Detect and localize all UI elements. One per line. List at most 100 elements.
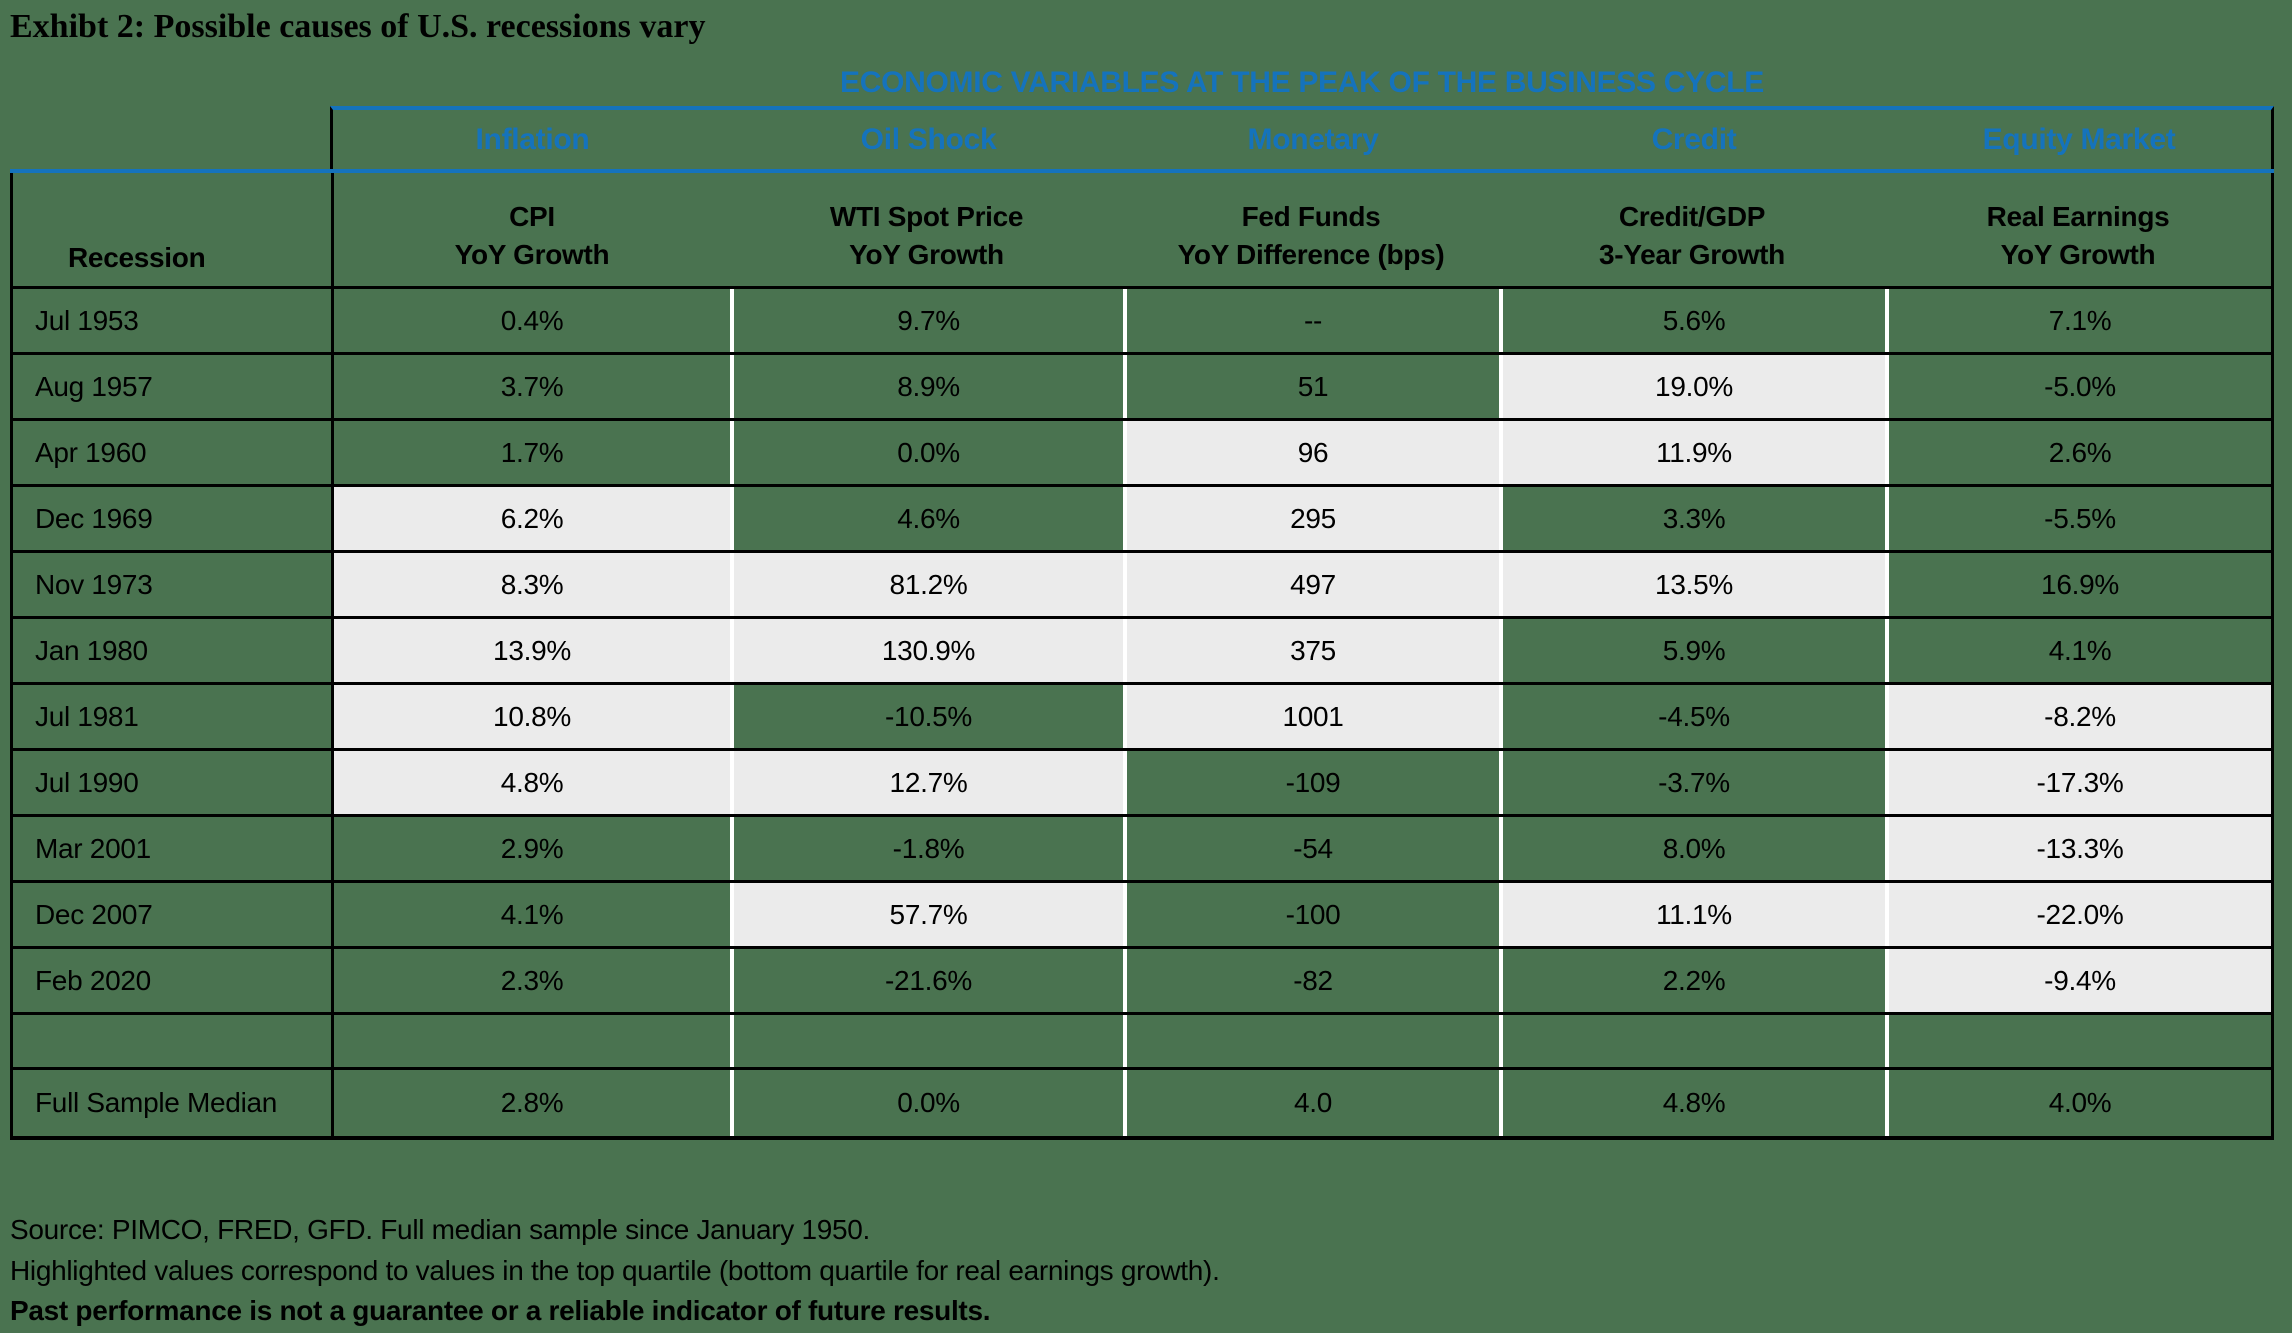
table-row: Jan 1980 13.9% 130.9% 375 5.9% 4.1%: [10, 619, 2274, 685]
table-cell: -17.3%: [1885, 751, 2271, 814]
row-label: Jul 1953: [35, 304, 139, 336]
row-label: Feb 2020: [35, 964, 151, 996]
table-cell: 3.3%: [1499, 487, 1885, 550]
table-cell: -5.0%: [1885, 355, 2271, 418]
table-cell: 0.0%: [730, 421, 1123, 484]
category-row-spacer: [10, 106, 330, 169]
row-label: Mar 2001: [35, 832, 151, 864]
column-subheader-credit-gdp: Credit/GDP 3-Year Growth: [1499, 173, 1885, 286]
table-cell: 5.9%: [1499, 619, 1885, 682]
table-cell: 12.7%: [730, 751, 1123, 814]
table-cell: 8.9%: [730, 355, 1123, 418]
table-cell: 11.9%: [1499, 421, 1885, 484]
subheader-line-top: Real Earnings: [1986, 201, 2170, 233]
table-cell: -4.5%: [1499, 685, 1885, 748]
subheader-line-bottom: 3-Year Growth: [1599, 239, 1785, 271]
subheader-line-top: Fed Funds: [1241, 201, 1381, 233]
column-subheader-real-earnings: Real Earnings YoY Growth: [1885, 173, 2271, 286]
table-cell: 57.7%: [730, 883, 1123, 946]
row-label: Dec 1969: [35, 502, 153, 534]
median-cell: 4.0%: [1885, 1070, 2271, 1136]
table-cell: 0.4%: [331, 289, 730, 352]
table-row: Nov 1973 8.3% 81.2% 497 13.5% 16.9%: [10, 553, 2274, 619]
table-cell: 4.8%: [331, 751, 730, 814]
footnote-disclaimer: Past performance is not a guarantee or a…: [10, 1295, 991, 1327]
table-cell: --: [1123, 289, 1499, 352]
table-cell: -109: [1123, 751, 1499, 814]
row-label: Nov 1973: [35, 568, 153, 600]
table-cell: 5.6%: [1499, 289, 1885, 352]
row-label: Aug 1957: [35, 370, 153, 402]
table-cell: -54: [1123, 817, 1499, 880]
column-subheader-fed-funds: Fed Funds YoY Difference (bps): [1123, 173, 1499, 286]
category-label-inflation: Inflation: [475, 122, 590, 156]
table-cell: 51: [1123, 355, 1499, 418]
category-label-monetary: Monetary: [1247, 122, 1379, 156]
table-cell: 2.2%: [1499, 949, 1885, 1012]
category-labels: Inflation Oil Shock Monetary Credit Equi…: [330, 106, 2274, 169]
table-cell: 4.1%: [1885, 619, 2271, 682]
table-cell: 96: [1123, 421, 1499, 484]
row-label: Dec 2007: [35, 898, 153, 930]
column-subheader-wti: WTI Spot Price YoY Growth: [730, 173, 1123, 286]
subheader-line-top: Credit/GDP: [1618, 201, 1766, 233]
median-cell: 4.0: [1123, 1070, 1499, 1136]
blank-cell: [1885, 1015, 2271, 1067]
table-cell: 4.1%: [331, 883, 730, 946]
category-label-equity-market: Equity Market: [1982, 122, 2176, 156]
blank-cell: [730, 1015, 1123, 1067]
subheader-line-bottom: YoY Growth: [2000, 239, 2156, 271]
table-cell: 1.7%: [331, 421, 730, 484]
table-cell: -100: [1123, 883, 1499, 946]
table-cell: 1001: [1123, 685, 1499, 748]
table-cell: 8.0%: [1499, 817, 1885, 880]
row-label: Apr 1960: [35, 436, 147, 468]
blank-cell: [331, 1015, 730, 1067]
table-row: Aug 1957 3.7% 8.9% 51 19.0% -5.0%: [10, 355, 2274, 421]
column-subheader-cpi: CPI YoY Growth: [331, 173, 730, 286]
table-cell: -22.0%: [1885, 883, 2271, 946]
subheader-line-bottom: YoY Growth: [849, 239, 1004, 271]
blank-row: [10, 1015, 2274, 1070]
category-header-row: Inflation Oil Shock Monetary Credit Equi…: [10, 106, 2274, 173]
table-cell: 9.7%: [730, 289, 1123, 352]
row-label: Jul 1990: [35, 766, 139, 798]
table-cell: 2.6%: [1885, 421, 2271, 484]
recessions-table: Inflation Oil Shock Monetary Credit Equi…: [10, 106, 2274, 1140]
blank-cell: [1499, 1015, 1885, 1067]
table-row: Mar 2001 2.9% -1.8% -54 8.0% -13.3%: [10, 817, 2274, 883]
median-row: Full Sample Median 2.8% 0.0% 4.0 4.8% 4.…: [10, 1070, 2274, 1140]
table-row: Dec 2007 4.1% 57.7% -100 11.1% -22.0%: [10, 883, 2274, 949]
table-row: Apr 1960 1.7% 0.0% 96 11.9% 2.6%: [10, 421, 2274, 487]
blank-cell: [13, 1015, 331, 1067]
table-row: Feb 2020 2.3% -21.6% -82 2.2% -9.4%: [10, 949, 2274, 1015]
category-label-credit: Credit: [1651, 122, 1737, 156]
table-cell: 3.7%: [331, 355, 730, 418]
subheader-line-bottom: YoY Difference (bps): [1177, 239, 1445, 271]
banner-title: ECONOMIC VARIABLES AT THE PEAK OF THE BU…: [840, 66, 1764, 99]
footnotes: Source: PIMCO, FRED, GFD. Full median sa…: [10, 1210, 2292, 1332]
row-label: Jul 1981: [35, 700, 139, 732]
median-cell: 4.8%: [1499, 1070, 1885, 1136]
table-cell: 295: [1123, 487, 1499, 550]
table-cell: 2.9%: [331, 817, 730, 880]
table-cell: 7.1%: [1885, 289, 2271, 352]
table-cell: 19.0%: [1499, 355, 1885, 418]
table-cell: 16.9%: [1885, 553, 2271, 616]
table-cell: -21.6%: [730, 949, 1123, 1012]
table-cell: -13.3%: [1885, 817, 2271, 880]
table-row: Jul 1981 10.8% -10.5% 1001 -4.5% -8.2%: [10, 685, 2274, 751]
page-title: Exhibt 2: Possible causes of U.S. recess…: [10, 8, 706, 45]
subheader-line-bottom: YoY Growth: [454, 239, 610, 271]
footnote-highlight-note: Highlighted values correspond to values …: [10, 1254, 1220, 1286]
table-cell: -8.2%: [1885, 685, 2271, 748]
table-cell: -5.5%: [1885, 487, 2271, 550]
table-row: Jul 1990 4.8% 12.7% -109 -3.7% -17.3%: [10, 751, 2274, 817]
table-cell: 13.5%: [1499, 553, 1885, 616]
table-cell: 130.9%: [730, 619, 1123, 682]
table-cell: -1.8%: [730, 817, 1123, 880]
recession-column-header: Recession: [68, 242, 206, 273]
table-cell: 497: [1123, 553, 1499, 616]
table-row: Jul 1953 0.4% 9.7% -- 5.6% 7.1%: [10, 289, 2274, 355]
